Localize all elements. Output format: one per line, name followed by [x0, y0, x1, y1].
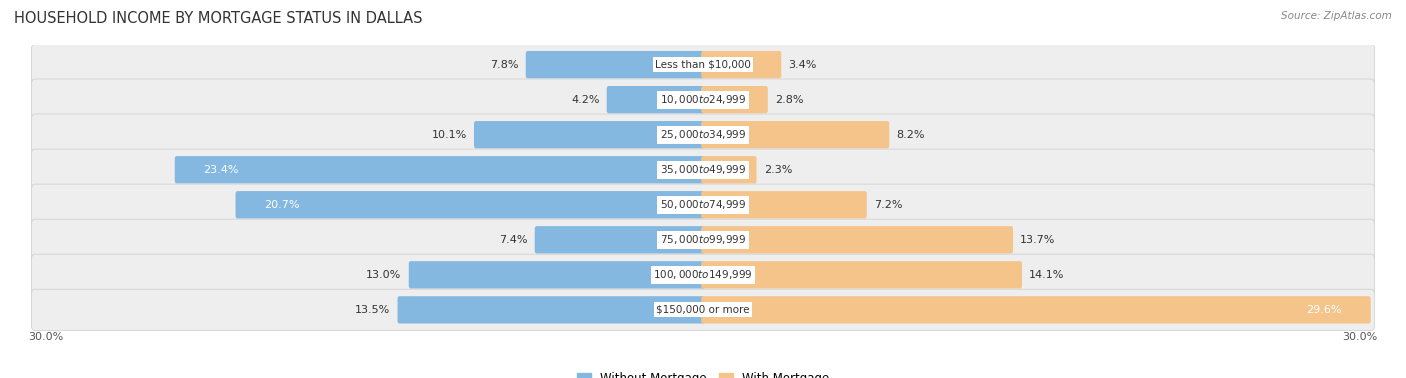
Text: 2.8%: 2.8%: [775, 94, 803, 105]
Text: 13.5%: 13.5%: [356, 305, 391, 315]
FancyBboxPatch shape: [607, 86, 704, 113]
FancyBboxPatch shape: [702, 261, 1022, 288]
FancyBboxPatch shape: [31, 114, 1375, 155]
Text: $25,000 to $34,999: $25,000 to $34,999: [659, 128, 747, 141]
Text: $150,000 or more: $150,000 or more: [657, 305, 749, 315]
Text: 10.1%: 10.1%: [432, 130, 467, 140]
FancyBboxPatch shape: [409, 261, 704, 288]
Text: 14.1%: 14.1%: [1029, 270, 1064, 280]
Text: 7.4%: 7.4%: [499, 235, 527, 245]
Text: $50,000 to $74,999: $50,000 to $74,999: [659, 198, 747, 211]
Text: 2.3%: 2.3%: [763, 165, 792, 175]
FancyBboxPatch shape: [702, 51, 782, 78]
FancyBboxPatch shape: [702, 226, 1012, 254]
FancyBboxPatch shape: [174, 156, 704, 183]
FancyBboxPatch shape: [702, 296, 1371, 324]
FancyBboxPatch shape: [702, 86, 768, 113]
FancyBboxPatch shape: [702, 121, 889, 148]
Text: 4.2%: 4.2%: [571, 94, 599, 105]
Text: 30.0%: 30.0%: [1343, 332, 1378, 342]
Text: 20.7%: 20.7%: [264, 200, 299, 210]
Text: 23.4%: 23.4%: [204, 165, 239, 175]
FancyBboxPatch shape: [31, 79, 1375, 120]
Text: 8.2%: 8.2%: [897, 130, 925, 140]
FancyBboxPatch shape: [236, 191, 704, 218]
FancyBboxPatch shape: [31, 289, 1375, 330]
FancyBboxPatch shape: [31, 219, 1375, 260]
Text: 7.2%: 7.2%: [875, 200, 903, 210]
Text: HOUSEHOLD INCOME BY MORTGAGE STATUS IN DALLAS: HOUSEHOLD INCOME BY MORTGAGE STATUS IN D…: [14, 11, 423, 26]
Text: $100,000 to $149,999: $100,000 to $149,999: [654, 268, 752, 281]
FancyBboxPatch shape: [474, 121, 704, 148]
Text: 7.8%: 7.8%: [491, 60, 519, 70]
FancyBboxPatch shape: [31, 254, 1375, 296]
Text: 30.0%: 30.0%: [28, 332, 63, 342]
FancyBboxPatch shape: [702, 191, 866, 218]
FancyBboxPatch shape: [31, 44, 1375, 85]
Legend: Without Mortgage, With Mortgage: Without Mortgage, With Mortgage: [572, 367, 834, 378]
FancyBboxPatch shape: [31, 149, 1375, 191]
Text: 13.0%: 13.0%: [367, 270, 402, 280]
Text: $10,000 to $24,999: $10,000 to $24,999: [659, 93, 747, 106]
FancyBboxPatch shape: [526, 51, 704, 78]
Text: $35,000 to $49,999: $35,000 to $49,999: [659, 163, 747, 176]
Text: Source: ZipAtlas.com: Source: ZipAtlas.com: [1281, 11, 1392, 21]
FancyBboxPatch shape: [31, 184, 1375, 225]
FancyBboxPatch shape: [534, 226, 704, 254]
Text: 29.6%: 29.6%: [1306, 305, 1341, 315]
Text: $75,000 to $99,999: $75,000 to $99,999: [659, 233, 747, 246]
FancyBboxPatch shape: [702, 156, 756, 183]
Text: Less than $10,000: Less than $10,000: [655, 60, 751, 70]
Text: 3.4%: 3.4%: [789, 60, 817, 70]
Text: 13.7%: 13.7%: [1021, 235, 1056, 245]
FancyBboxPatch shape: [398, 296, 704, 324]
